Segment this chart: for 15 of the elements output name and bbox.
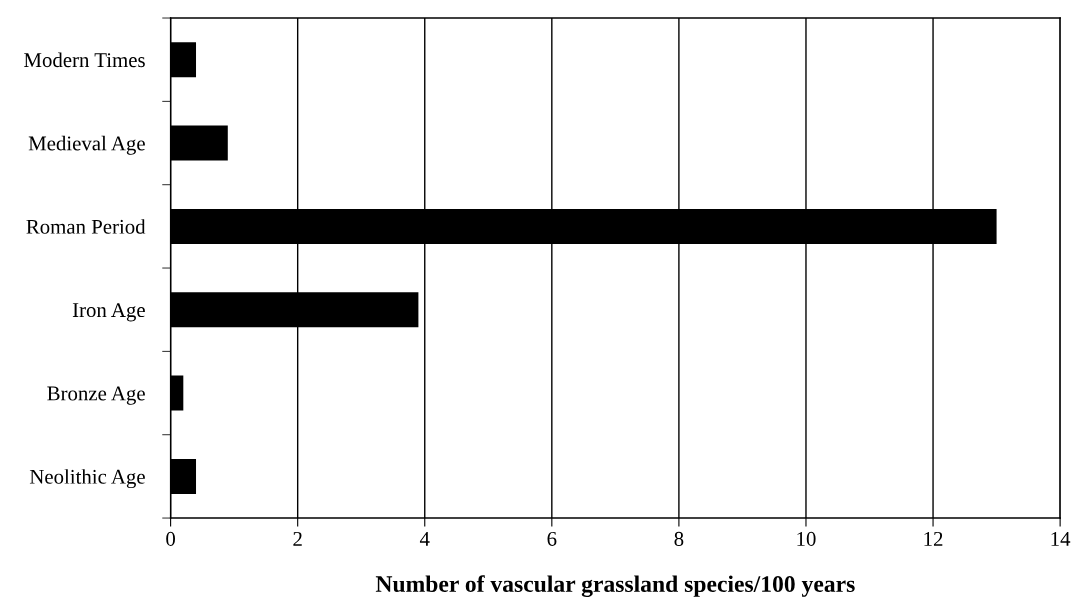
y-tick-label: Bronze Age: [47, 386, 145, 405]
y-tick-label: Iron Age: [72, 303, 145, 322]
x-tick-label: 12: [924, 531, 943, 546]
x-axis-title: Number of vascular grassland species/100 years: [375, 575, 855, 597]
x-tick-label: 14: [1051, 531, 1071, 546]
x-tick-label: 8: [674, 531, 684, 546]
x-tick-label: 10: [797, 531, 816, 546]
y-tick-label: Medieval Age: [28, 135, 145, 155]
y-tick-label: Neolithic Age: [29, 469, 145, 489]
x-tick-label: 6: [547, 531, 557, 546]
x-tick-label: 2: [293, 531, 302, 546]
x-tick-label: 4: [419, 532, 430, 546]
x-tick-label: 0: [166, 531, 176, 546]
y-tick-label: Modern Times: [24, 52, 145, 68]
y-tick-label: Roman Period: [26, 219, 146, 234]
